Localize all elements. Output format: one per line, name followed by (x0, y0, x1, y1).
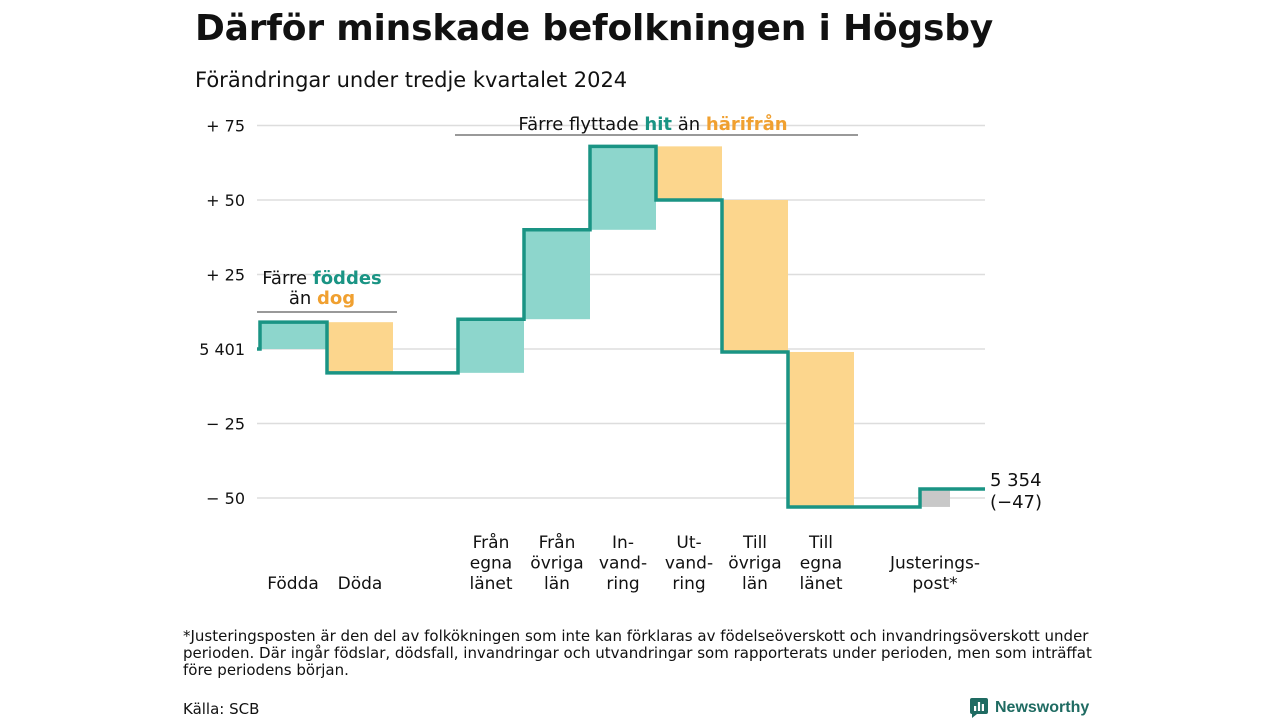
brand-logo: Newsworthy (968, 697, 1089, 719)
source-label: Källa: SCB (183, 700, 260, 718)
running-total-line (257, 144, 985, 509)
x-category-label: vand- (599, 554, 647, 574)
end-value: 5 354 (990, 470, 1042, 491)
annotation-part: än (672, 114, 706, 135)
annotation-text: än dog (289, 288, 355, 309)
x-category-label: Födda (267, 574, 319, 594)
annotation-part: härifrån (706, 113, 788, 135)
bar-decrease (722, 200, 788, 352)
y-tick-label: − 50 (206, 489, 245, 508)
annotation-part: hit (644, 114, 672, 135)
x-axis: Födda DödaFrånegnalänetFrånövrigalänIn-va… (267, 532, 980, 594)
annotation-part: Färre flyttade (518, 114, 644, 135)
annotation-part: dog (317, 288, 355, 309)
x-category-label: övriga (728, 554, 781, 574)
x-category-label: län (544, 574, 570, 594)
y-tick-label: 5 401 (199, 340, 245, 359)
y-tick-label: + 25 (206, 266, 245, 285)
bar-decrease (788, 351, 854, 507)
annotation-text: Färre föddes (262, 268, 382, 289)
bar-increase (590, 146, 656, 230)
x-category-label: Till (808, 533, 833, 553)
y-tick-label: + 75 (206, 117, 245, 136)
footnote: *Justeringsposten är den del av folkökni… (183, 627, 1092, 679)
x-category-label: län (742, 574, 768, 594)
annotation-text: Färre flyttade hit än härifrån (518, 113, 787, 135)
chart-subtitle: Förändringar under tredje kvartalet 2024 (195, 68, 628, 92)
bars (260, 146, 950, 507)
x-category-label: Till (742, 533, 767, 553)
x-category-label: vand- (665, 554, 713, 574)
bar-chart-logo-icon (970, 698, 988, 718)
x-category-label: länet (469, 574, 512, 594)
x-category-label: Justerings- (889, 554, 980, 574)
y-tick-label: + 50 (206, 191, 245, 210)
x-category-label: ring (606, 574, 639, 594)
x-category-label: egna (470, 554, 512, 574)
x-category-label: Döda (338, 574, 383, 594)
x-category-label: post* (912, 574, 957, 594)
chart-title: Därför minskade befolkningen i Högsby (195, 8, 994, 49)
annotation-part: än (289, 288, 317, 309)
brand-name: Newsworthy (995, 699, 1090, 716)
end-change: (−47) (990, 492, 1042, 513)
bar-increase (260, 322, 326, 349)
x-category-label: ring (672, 574, 705, 594)
x-category-label: länet (799, 574, 842, 594)
annotation-part: Färre (262, 268, 313, 289)
x-category-label: Från (473, 532, 510, 553)
x-category-label: Från (539, 532, 576, 553)
annotation-part: föddes (313, 268, 382, 289)
x-category-label: övriga (530, 554, 583, 574)
x-category-label: Ut- (676, 533, 701, 553)
bar-adjustment (920, 489, 950, 507)
x-category-label: egna (800, 554, 842, 574)
end-value-label: 5 354(−47) (990, 470, 1042, 513)
bar-decrease (327, 322, 393, 373)
bar-increase (458, 319, 524, 373)
y-tick-label: − 25 (206, 415, 245, 434)
bar-increase (524, 229, 590, 320)
bar-decrease (656, 146, 722, 200)
x-category-label: In- (612, 533, 634, 553)
grid-lines (257, 124, 985, 499)
y-axis: + 75 + 50 + 25 5 401 − 25 − 50 (199, 117, 245, 509)
